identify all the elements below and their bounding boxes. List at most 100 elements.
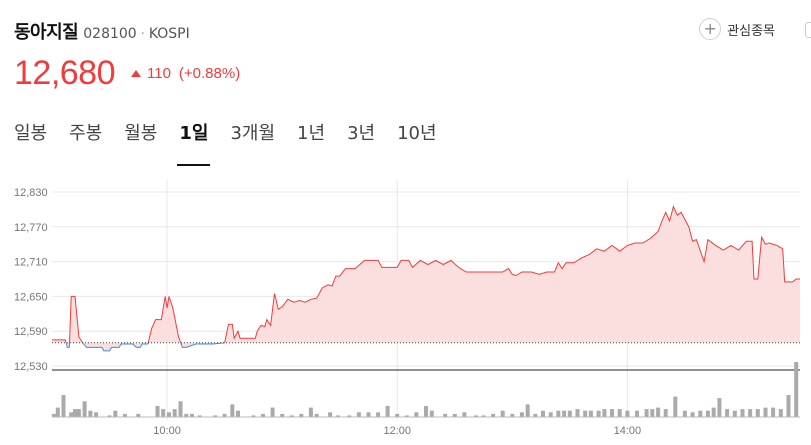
volume-bar bbox=[261, 413, 265, 417]
volume-bar bbox=[732, 410, 737, 417]
chart-svg: 12,830 12,770 12,710 12,650 12,590 12,530 10:0… bbox=[14, 180, 800, 437]
volume-bar bbox=[755, 409, 760, 417]
volume-bar bbox=[314, 413, 319, 417]
volume-bar bbox=[270, 407, 275, 417]
tab-daily[interactable]: 일봉 bbox=[14, 123, 48, 144]
volume-bar bbox=[705, 410, 710, 417]
volume-bar bbox=[567, 410, 572, 417]
tab-1day[interactable]: 1일 bbox=[177, 120, 211, 166]
volume-bar bbox=[740, 409, 745, 417]
volume-bar bbox=[280, 413, 285, 417]
volume-bar bbox=[122, 413, 127, 417]
volume-bar bbox=[76, 409, 81, 417]
plus-icon: + bbox=[699, 18, 722, 40]
market-name: KOSPI bbox=[148, 26, 190, 42]
volume-bar bbox=[602, 409, 607, 417]
volume-bar bbox=[155, 406, 160, 417]
tab-3month[interactable]: 3개월 bbox=[230, 123, 276, 144]
volume-bar bbox=[136, 413, 141, 417]
price-line-up bbox=[52, 205, 800, 343]
period-tabs: 일봉 주봉 월봉 1일 3개월 1년 3년 10년 bbox=[14, 120, 459, 166]
stock-name: 동아지질 bbox=[14, 22, 79, 43]
intraday-chart[interactable]: 12,830 12,770 12,710 12,650 12,590 12,530 10:0… bbox=[0, 170, 811, 441]
volume-bar bbox=[786, 395, 791, 417]
volume-bar bbox=[635, 410, 639, 417]
volume-bar bbox=[113, 410, 118, 417]
current-price: 12,680 bbox=[14, 54, 116, 92]
volume-bar bbox=[82, 401, 87, 417]
volume-bar bbox=[308, 407, 313, 417]
volume-bar bbox=[356, 412, 361, 417]
volume-bar bbox=[289, 415, 294, 417]
volume-bar bbox=[328, 412, 333, 417]
volume-bar bbox=[617, 409, 622, 417]
volume-bar bbox=[366, 412, 371, 417]
volume-bar bbox=[556, 410, 561, 417]
volume-bar bbox=[644, 409, 649, 417]
volume-bar bbox=[452, 413, 457, 417]
volume-bar bbox=[236, 410, 240, 417]
volume-bar bbox=[541, 410, 545, 417]
volume-bar bbox=[376, 412, 381, 417]
y-tick-label: 12,710 bbox=[14, 257, 48, 269]
volume-bar bbox=[429, 410, 434, 417]
tab-3year[interactable]: 3년 bbox=[347, 123, 376, 144]
watchlist-label: 관심종목 bbox=[727, 23, 775, 39]
volume-bar bbox=[525, 404, 530, 417]
y-tick-label: 12,650 bbox=[14, 291, 48, 303]
volume-bar bbox=[656, 407, 661, 417]
tab-1year[interactable]: 1년 bbox=[297, 123, 326, 144]
volume-bar bbox=[69, 412, 74, 417]
side-panel-toggle[interactable] bbox=[805, 22, 811, 38]
volume-bar bbox=[55, 407, 60, 417]
volume-bar bbox=[443, 413, 448, 417]
volume-bar bbox=[61, 395, 66, 417]
volume-bar bbox=[583, 410, 588, 417]
volume-bar bbox=[625, 410, 630, 417]
volume-bar bbox=[491, 413, 496, 417]
volume-bar bbox=[548, 412, 553, 417]
price-area-fill bbox=[52, 206, 800, 351]
volume-bar bbox=[711, 407, 716, 417]
volume-bar bbox=[663, 409, 668, 417]
volume-bar bbox=[682, 410, 687, 417]
y-tick-label: 12,590 bbox=[14, 326, 48, 338]
volume-bar bbox=[794, 362, 799, 417]
volume-bar bbox=[610, 409, 614, 417]
volume-bar bbox=[335, 415, 340, 417]
volume-bar bbox=[73, 409, 77, 417]
volume-bar bbox=[251, 415, 256, 417]
add-watchlist-button[interactable]: + 관심종목 bbox=[699, 18, 775, 40]
volume-bar bbox=[510, 413, 515, 417]
volume-bar bbox=[462, 412, 467, 417]
volume-bar bbox=[690, 412, 695, 417]
volume-bar bbox=[347, 415, 352, 417]
volume-bar bbox=[473, 415, 478, 417]
volume-bar bbox=[395, 413, 400, 417]
volume-bar bbox=[778, 409, 783, 417]
volume-bar bbox=[197, 415, 202, 417]
volume-bar bbox=[717, 398, 722, 417]
volume-bar bbox=[763, 407, 768, 417]
volume-bar bbox=[190, 413, 194, 417]
volume-bar bbox=[385, 406, 390, 417]
price-change-percent: (+0.88%) bbox=[178, 65, 241, 82]
volume-bar bbox=[230, 404, 235, 417]
stock-header: 동아지질 028100 · KOSPI bbox=[14, 18, 190, 44]
tab-weekly[interactable]: 주봉 bbox=[69, 123, 103, 144]
tab-10year[interactable]: 10년 bbox=[397, 123, 437, 144]
volume-bar bbox=[94, 412, 99, 417]
volume-bar bbox=[725, 409, 730, 417]
volume-bar bbox=[424, 406, 428, 417]
y-tick-label: 12,530 bbox=[14, 361, 48, 373]
volume-bar bbox=[771, 407, 776, 417]
volume-bar bbox=[562, 410, 567, 417]
up-triangle-icon bbox=[131, 70, 141, 77]
volume-bar bbox=[588, 410, 593, 417]
volume-bar bbox=[533, 413, 538, 417]
x-tick-label: 12:00 bbox=[383, 425, 411, 437]
x-tick-label: 14:00 bbox=[614, 425, 642, 437]
volume-bar bbox=[650, 409, 655, 417]
stock-code: 028100 bbox=[83, 26, 137, 42]
tab-monthly[interactable]: 월봉 bbox=[124, 123, 158, 144]
